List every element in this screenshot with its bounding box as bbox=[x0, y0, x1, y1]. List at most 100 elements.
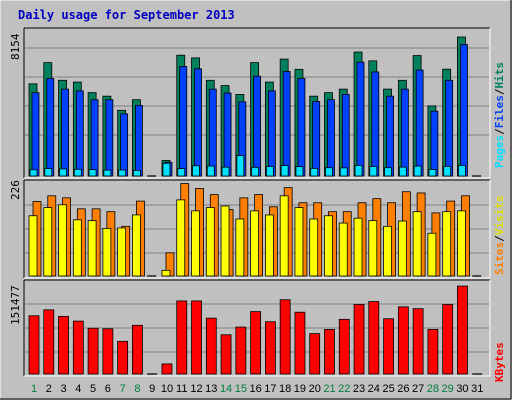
kbytes-bar bbox=[250, 311, 262, 375]
visits-bar bbox=[397, 220, 407, 277]
visits-bar bbox=[412, 211, 422, 277]
pages-bar bbox=[118, 169, 127, 177]
files-bar bbox=[430, 110, 439, 177]
kbytes-bar bbox=[309, 333, 321, 375]
kbytes-bar bbox=[397, 306, 409, 375]
files-bar bbox=[415, 69, 424, 177]
kbytes-bar bbox=[161, 363, 173, 375]
day-label: 6 bbox=[104, 383, 111, 395]
legend-hits: Hits bbox=[493, 62, 506, 89]
day-label: 19 bbox=[293, 383, 307, 395]
kbytes-bar bbox=[264, 321, 276, 375]
kbytes-bar bbox=[43, 309, 55, 375]
files-bar bbox=[31, 92, 40, 177]
day-label: 27 bbox=[412, 383, 425, 395]
pages-bar bbox=[354, 165, 363, 177]
files-bar bbox=[120, 113, 129, 177]
visits-bar bbox=[117, 227, 127, 277]
kbytes-bar bbox=[191, 300, 202, 375]
kbytes-bar bbox=[235, 326, 247, 375]
day-label: 14 bbox=[219, 383, 233, 395]
legend-pages: Pages bbox=[493, 134, 506, 168]
pages-bar bbox=[458, 165, 466, 177]
kbytes-bar bbox=[117, 340, 129, 375]
files-bar bbox=[61, 88, 69, 177]
day-label: 4 bbox=[75, 383, 82, 395]
pages-bar bbox=[206, 165, 215, 177]
visits-bar bbox=[353, 217, 363, 277]
pages-bar bbox=[59, 168, 67, 177]
visits-bar bbox=[309, 218, 319, 277]
visits-bar bbox=[72, 219, 82, 277]
day-label: 10 bbox=[160, 383, 174, 395]
day-label: 21 bbox=[323, 383, 336, 395]
day-label: 23 bbox=[352, 383, 366, 395]
day-label: 11 bbox=[176, 383, 188, 395]
files-bar bbox=[105, 99, 114, 177]
pages-bar bbox=[295, 166, 304, 177]
day-label: 15 bbox=[234, 383, 247, 395]
day-label: 20 bbox=[308, 383, 321, 395]
visits-bar bbox=[43, 207, 53, 277]
files-bar bbox=[386, 95, 394, 177]
kbytes-bar bbox=[457, 285, 468, 375]
visits-bar bbox=[58, 204, 67, 277]
day-label: 30 bbox=[456, 383, 469, 395]
day-label: 26 bbox=[397, 383, 410, 395]
kbytes-bar bbox=[427, 329, 439, 375]
visits-bar bbox=[338, 222, 348, 277]
pages-bar bbox=[369, 166, 378, 177]
legend-separator: / bbox=[493, 128, 506, 135]
pages-bar bbox=[133, 169, 141, 177]
visits-bar bbox=[176, 199, 186, 277]
hits-legend: Pages/Files/Hits bbox=[493, 62, 506, 168]
files-bar bbox=[297, 78, 306, 177]
day-label: 18 bbox=[279, 383, 292, 395]
pages-bar bbox=[398, 166, 407, 177]
kbytes-bar bbox=[383, 318, 394, 375]
kbytes-bar bbox=[324, 329, 335, 375]
pages-bar bbox=[177, 168, 186, 177]
pages-bar bbox=[443, 166, 452, 177]
kbytes-bar bbox=[87, 327, 99, 375]
pages-bar bbox=[310, 168, 319, 177]
kbytes-bar bbox=[220, 334, 232, 375]
visits-bar bbox=[324, 215, 333, 277]
day-label: 1 bbox=[30, 383, 38, 395]
pages-bar bbox=[384, 167, 392, 177]
visits-bar bbox=[442, 211, 452, 277]
visits-bar bbox=[279, 195, 289, 277]
files-bar bbox=[223, 92, 232, 177]
files-bar bbox=[135, 104, 143, 177]
visits-bar bbox=[235, 218, 245, 277]
pages-bar bbox=[162, 162, 171, 177]
day-label: 31 bbox=[471, 383, 484, 395]
visits-bar bbox=[132, 214, 141, 277]
visits-bar bbox=[87, 220, 97, 277]
kbytes-legend: KBytes bbox=[493, 342, 506, 382]
visits-bar bbox=[368, 220, 378, 277]
kbytes-bar bbox=[279, 299, 291, 375]
kbytes-bar bbox=[132, 324, 143, 375]
kbytes-bar bbox=[205, 317, 217, 375]
kbytes-bar bbox=[368, 301, 380, 375]
legend-files: Files bbox=[493, 95, 506, 129]
visits-bar bbox=[28, 215, 38, 277]
day-label: 7 bbox=[119, 383, 126, 395]
visits-bar bbox=[250, 210, 260, 277]
legend-visits: Visits bbox=[493, 195, 506, 236]
files-bar bbox=[460, 44, 468, 177]
files-bar bbox=[75, 90, 84, 177]
day-label: 22 bbox=[338, 383, 351, 395]
day-label: 8 bbox=[134, 383, 141, 395]
kbytes-bar bbox=[58, 315, 69, 375]
pages-bar bbox=[236, 155, 245, 177]
day-label: 17 bbox=[264, 383, 277, 395]
pages-bar bbox=[428, 169, 437, 177]
legend-sites: Sites bbox=[493, 241, 506, 275]
pages-bar bbox=[251, 166, 260, 177]
visits-bar bbox=[383, 225, 392, 277]
pages-bar bbox=[103, 169, 112, 177]
files-bar bbox=[267, 90, 276, 177]
